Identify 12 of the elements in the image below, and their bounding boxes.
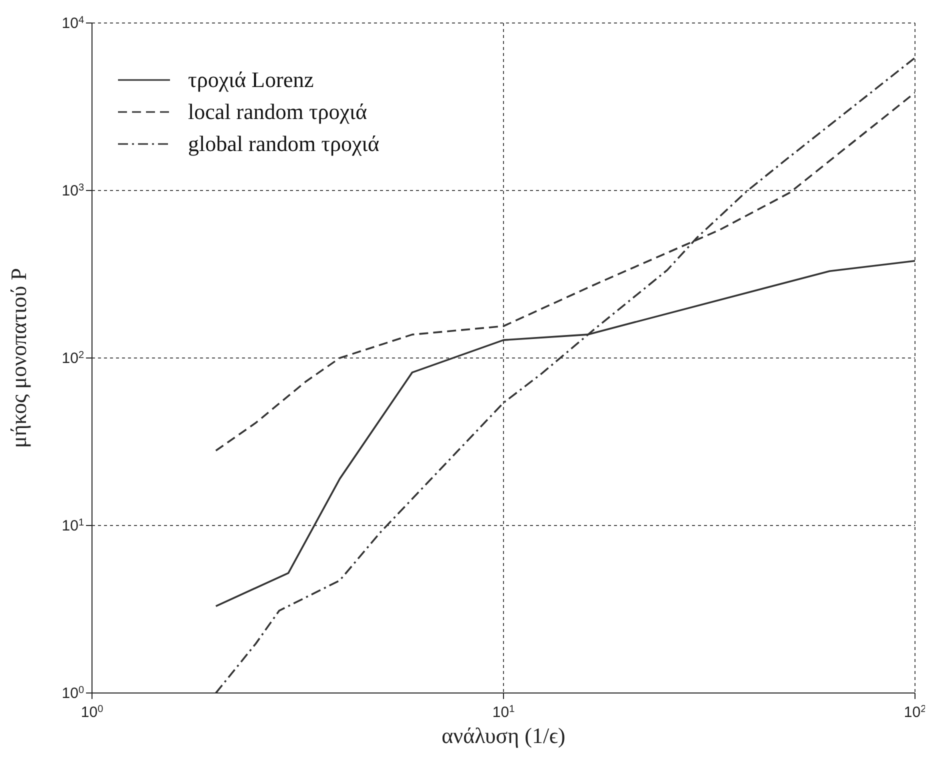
legend-label: global random τροχιά	[188, 131, 380, 157]
y-axis-title: μήκος μονοπατιού P	[6, 268, 31, 448]
y-tick-label: 10$^{0}$	[62, 684, 84, 702]
x-tick-label: 10$^{0}$	[80, 704, 104, 721]
y-tick-label: 10$^{2}$	[62, 350, 84, 367]
x-axis-title: ανάλυση (1/ϵ)	[442, 723, 566, 748]
x-tick-label: 10$^{1}$	[492, 704, 516, 721]
y-tick-label: 10$^{4}$	[62, 14, 84, 32]
legend-label: τροχιά Lorenz	[188, 67, 314, 93]
y-tick-label: 10$^{1}$	[62, 517, 84, 534]
y-tick-label: 10$^{3}$	[62, 182, 84, 200]
legend-label: local random τροχιά	[188, 99, 367, 125]
